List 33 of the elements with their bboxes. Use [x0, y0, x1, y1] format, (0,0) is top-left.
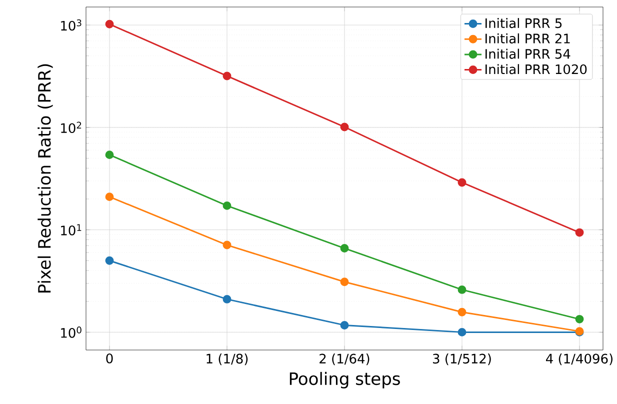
x-axis-title: Pooling steps [290, 372, 400, 388]
point [575, 228, 584, 237]
legend-label: Initial PRR 21 [486, 33, 570, 44]
point [340, 122, 349, 132]
point [458, 285, 466, 294]
point [575, 314, 584, 324]
point [105, 256, 114, 265]
point [340, 278, 349, 286]
x-tick-label: 1 (1/8) [206, 354, 248, 366]
point [458, 308, 466, 316]
point [105, 150, 114, 160]
point [458, 328, 466, 336]
point [458, 178, 466, 187]
point [105, 20, 114, 28]
x-tick-label: 4 (1/4096) [546, 354, 612, 366]
point [222, 240, 232, 250]
legend-label: Initial PRR 5 [486, 18, 562, 28]
point [222, 72, 232, 80]
legend-label: Initial PRR 1020 [486, 64, 587, 74]
legend-label: Initial PRR 54 [486, 48, 570, 59]
point [105, 192, 114, 202]
y-tick-label: 10$^{3}$ [61, 19, 82, 31]
y-tick-label: 10$^{0}$ [61, 326, 82, 338]
y-axis-title: Pixel Reduction Ratio (PRR) [38, 64, 53, 292]
point [340, 320, 349, 330]
x-tick-label: 3 (1/512) [432, 354, 491, 366]
point [222, 294, 232, 304]
x-tick-label: 0 [106, 354, 113, 364]
y-tick-label: 10$^{2}$ [61, 122, 82, 134]
x-tick-label: 2 (1/64) [320, 354, 370, 366]
y-tick-label: 10$^{1}$ [61, 224, 82, 236]
point [222, 201, 232, 210]
point [340, 244, 349, 253]
